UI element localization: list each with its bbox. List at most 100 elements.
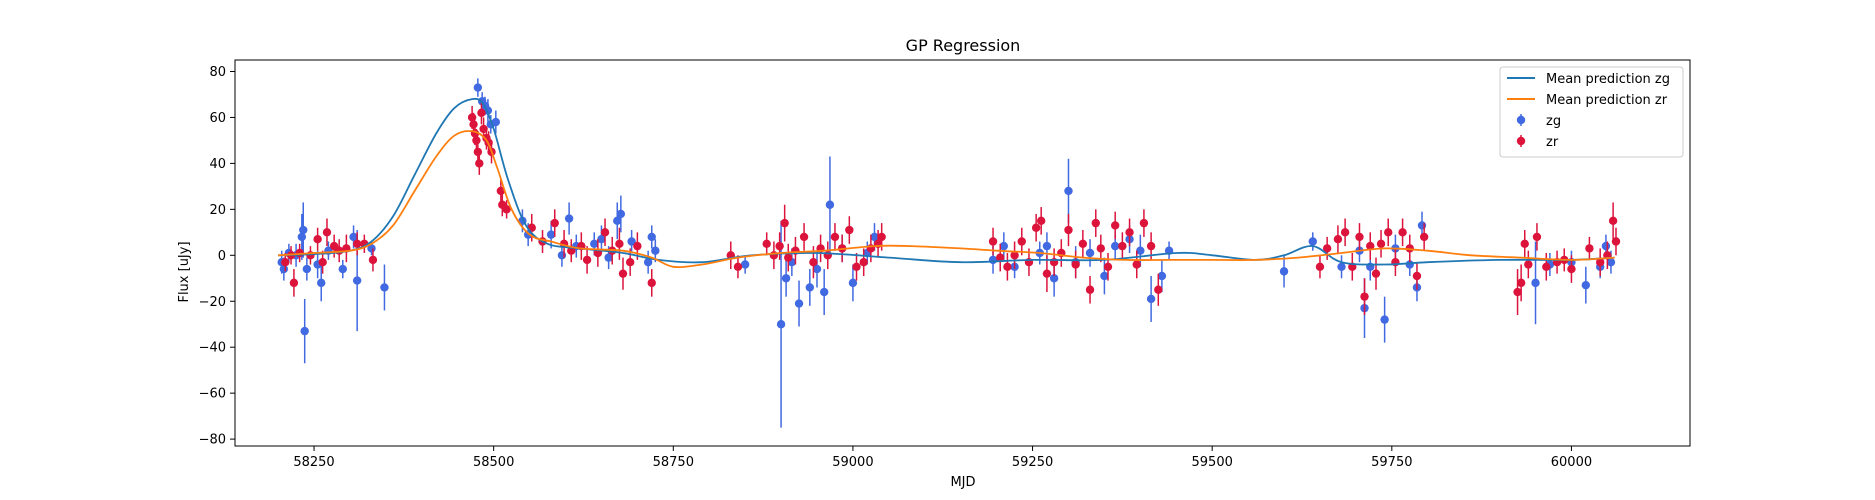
- zr-point: [281, 257, 290, 267]
- zr-point: [1532, 232, 1542, 242]
- zr-point: [1110, 221, 1120, 230]
- zr-point: [762, 239, 771, 249]
- x-tick-label: 58250: [293, 455, 334, 470]
- series-zr: [281, 101, 1621, 316]
- y-axis-ticks: −80 −60 −40 −20 0 20 40 60 80: [199, 65, 235, 448]
- zg-point: [643, 257, 653, 267]
- zg-point: [825, 200, 835, 209]
- zr-point: [1567, 264, 1576, 274]
- legend-label-mean-zr: Mean prediction zr: [1546, 93, 1668, 108]
- y-axis-label: Flux [uJy]: [177, 241, 192, 302]
- zg-point: [1380, 315, 1389, 324]
- zr-point: [477, 108, 486, 118]
- zr-point: [647, 278, 656, 288]
- zr-point: [769, 251, 779, 260]
- zr-point: [1516, 278, 1526, 288]
- zg-point: [794, 299, 804, 308]
- zr-point: [1146, 241, 1156, 251]
- zr-point: [1542, 262, 1551, 271]
- zg-point: [1417, 221, 1427, 230]
- zr-point: [1125, 228, 1134, 237]
- zr-point: [1360, 292, 1369, 301]
- zr-point: [1608, 216, 1618, 226]
- y-tick-label: −60: [199, 387, 226, 402]
- zr-point: [852, 262, 861, 271]
- zr-point: [502, 205, 511, 214]
- zr-point: [1118, 241, 1127, 251]
- zg-point: [590, 239, 599, 249]
- zr-point: [1585, 244, 1594, 253]
- legend: Mean prediction zg Mean prediction zr zg…: [1499, 66, 1684, 158]
- legend-label-zg: zg: [1546, 114, 1561, 129]
- zg-point: [349, 232, 358, 242]
- zg-point: [302, 264, 312, 274]
- zr-point: [1064, 225, 1073, 235]
- zr-point: [1520, 239, 1529, 249]
- zg-point: [297, 232, 307, 242]
- zr-point: [1595, 257, 1605, 267]
- plot-content: [277, 78, 1621, 428]
- zr-point: [313, 235, 322, 244]
- line-Mean prediction zr: [278, 130, 1615, 269]
- legend-label-zr: zr: [1546, 135, 1559, 150]
- zr-point: [289, 278, 299, 288]
- zg-point: [1601, 241, 1611, 251]
- zr-point: [475, 159, 484, 168]
- zg-point: [1531, 278, 1540, 288]
- zr-point: [467, 113, 477, 122]
- zg-point: [1337, 262, 1346, 271]
- zg-point: [647, 232, 656, 242]
- y-tick-label: −20: [199, 295, 226, 310]
- zg-point: [546, 230, 556, 239]
- zr-point: [809, 257, 818, 267]
- zg-point: [1581, 280, 1591, 290]
- zr-point: [733, 262, 743, 271]
- zr-point: [472, 136, 481, 145]
- zg-point: [1136, 246, 1145, 255]
- zr-point: [615, 239, 624, 249]
- y-tick-label: 60: [209, 111, 226, 126]
- zr-point: [1132, 260, 1141, 269]
- zg-point: [604, 253, 613, 262]
- zr-point: [1333, 235, 1343, 244]
- zr-point: [1085, 285, 1095, 294]
- zr-point: [633, 241, 642, 251]
- zg-point: [651, 246, 660, 255]
- zg-point: [1606, 257, 1616, 267]
- x-tick-label: 59250: [1012, 455, 1053, 470]
- zg-point: [557, 251, 567, 260]
- zg-point: [848, 278, 858, 288]
- zr-point: [1419, 232, 1429, 242]
- zr-point: [368, 255, 378, 265]
- zg-point: [473, 83, 483, 92]
- zr-point: [877, 232, 886, 242]
- zr-point: [618, 269, 628, 278]
- zr-point: [1340, 228, 1350, 237]
- y-tick-label: 20: [209, 203, 226, 218]
- zr-point: [1611, 237, 1621, 246]
- line-Mean prediction zg: [278, 97, 1615, 266]
- zg-point: [1157, 271, 1167, 281]
- zr-point: [352, 239, 362, 249]
- zr-point: [1366, 241, 1375, 251]
- zg-point: [1042, 241, 1052, 251]
- zr-point: [784, 253, 793, 262]
- zr-point: [322, 228, 332, 237]
- zg-point: [812, 264, 822, 274]
- zg-point: [1100, 271, 1109, 281]
- zr-point: [496, 186, 506, 196]
- zg-point: [805, 283, 815, 292]
- zr-point: [1103, 262, 1113, 271]
- y-tick-label: 80: [209, 65, 226, 80]
- zr-point: [799, 232, 809, 242]
- chart-title: GP Regression: [906, 36, 1021, 55]
- zr-point: [600, 228, 610, 237]
- zr-point: [625, 257, 635, 267]
- zg-point: [1146, 294, 1156, 304]
- zr-point: [988, 237, 998, 246]
- zr-point: [845, 225, 854, 235]
- plot-frame: [234, 59, 1691, 447]
- legend-marker: [1516, 115, 1526, 125]
- zr-point: [582, 255, 592, 265]
- zr-point: [1524, 260, 1533, 269]
